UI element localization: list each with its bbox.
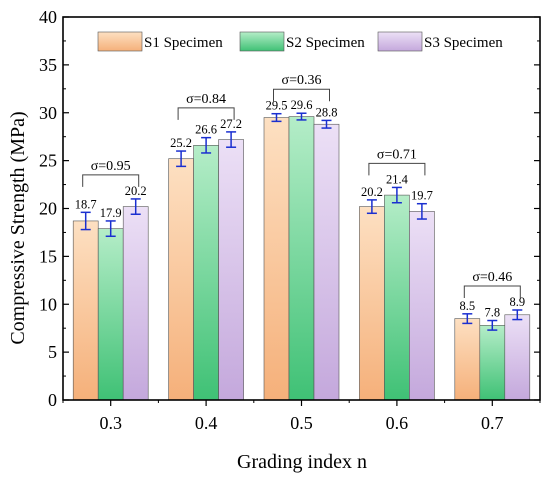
data-label: 26.6 <box>195 123 217 137</box>
y-tick-label: 35 <box>39 55 57 75</box>
bar <box>97 228 124 401</box>
data-label: 29.5 <box>266 99 288 113</box>
bar <box>454 318 481 401</box>
bar <box>218 139 244 401</box>
data-label: 25.2 <box>170 136 192 150</box>
y-tick-label: 0 <box>48 390 57 410</box>
data-label: 8.5 <box>459 299 475 313</box>
legend-swatch <box>239 31 285 52</box>
bar <box>313 123 340 401</box>
data-label: 20.2 <box>125 184 147 198</box>
bar <box>72 220 99 401</box>
data-label: 7.8 <box>484 306 500 320</box>
y-tick-label: 15 <box>39 246 57 266</box>
sigma-bracket <box>368 162 426 176</box>
x-axis-title: Grading index n <box>237 451 367 473</box>
y-tick-label: 20 <box>39 199 57 219</box>
legend-swatch <box>97 31 143 52</box>
bar <box>193 145 219 401</box>
bar <box>263 117 290 401</box>
sigma-bracket <box>82 174 140 187</box>
sigma-label: σ=0.36 <box>282 73 322 88</box>
bar <box>479 325 506 401</box>
bar <box>359 206 385 401</box>
x-tick-label: 0.5 <box>290 413 313 433</box>
legend-swatch <box>377 31 423 52</box>
bar <box>384 194 410 401</box>
data-label: 20.2 <box>361 185 383 199</box>
data-label: 27.2 <box>220 117 242 131</box>
bar <box>504 314 531 401</box>
bar <box>409 211 435 401</box>
data-label: 18.7 <box>75 197 97 211</box>
sigma-bracket <box>273 88 330 102</box>
data-label: 17.9 <box>100 206 122 220</box>
legend-label: S3 Specimen <box>424 35 503 51</box>
legend-item: S1 Specimen <box>97 31 223 52</box>
y-axis-title: Compressive Strength (MPa) <box>7 111 29 344</box>
sigma-label: σ=0.95 <box>91 159 131 174</box>
legend-label: S1 Specimen <box>144 35 223 51</box>
y-tick-label: 10 <box>39 294 57 314</box>
legend-item: S2 Specimen <box>239 31 365 52</box>
data-label: 29.6 <box>291 98 313 112</box>
y-tick-label: 30 <box>39 103 57 123</box>
bar <box>288 116 315 401</box>
y-tick-label: 25 <box>39 151 57 171</box>
sigma-bracket <box>177 107 235 120</box>
data-label: 19.7 <box>411 189 433 203</box>
sigma-label: σ=0.71 <box>377 147 417 162</box>
legend-item: S3 Specimen <box>377 31 503 52</box>
data-label: 28.8 <box>316 105 338 119</box>
data-label: 8.9 <box>509 295 525 309</box>
sigma-label: σ=0.84 <box>186 92 226 107</box>
x-tick-label: 0.4 <box>195 413 218 433</box>
bar <box>122 206 149 401</box>
legend-label: S2 Specimen <box>286 35 365 51</box>
sigma-bracket <box>463 285 521 298</box>
bar <box>168 158 194 401</box>
x-tick-label: 0.3 <box>99 413 122 433</box>
plot-frame <box>62 16 541 401</box>
y-tick-label: 40 <box>39 7 57 27</box>
x-tick-label: 0.6 <box>386 413 409 433</box>
x-tick-label: 0.7 <box>481 413 504 433</box>
data-label: 21.4 <box>386 172 409 186</box>
y-tick-label: 5 <box>48 342 57 362</box>
sigma-label: σ=0.46 <box>472 270 512 285</box>
